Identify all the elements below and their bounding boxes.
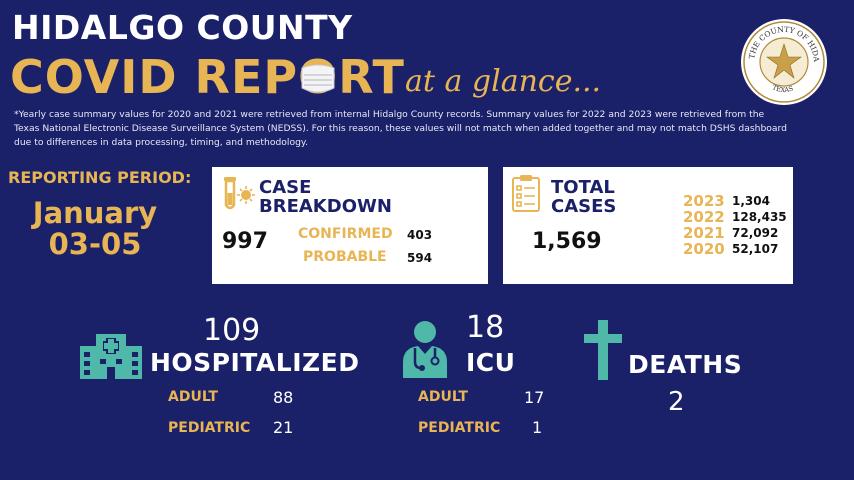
face-mask-icon [301, 64, 335, 93]
year-2022: 2022 [683, 208, 725, 226]
icu-number: 18 [466, 310, 505, 345]
icu-pediatric-value: 1 [532, 418, 543, 437]
clipboard-checklist-icon [512, 175, 540, 212]
deaths-number: 2 [668, 387, 685, 417]
total-cases-title-line2: CASES [551, 196, 617, 217]
case-breakdown-title-line2: BREAKDOWN [259, 196, 392, 217]
test-tube-virus-icon [224, 177, 255, 210]
icu-pediatric-label: PEDIATRIC [418, 420, 501, 436]
total-cases-title-line1: TOTAL [551, 177, 615, 198]
cross-icon [584, 320, 622, 380]
confirmed-label: CONFIRMED [298, 226, 393, 242]
title-county: HIDALGO COUNTY [12, 8, 353, 47]
total-cases-card: TOTAL CASES 1,569 2023 1,304 2022 128,43… [503, 167, 793, 284]
year-2020: 2020 [683, 240, 725, 258]
reporting-period-dates: January 03-05 [30, 198, 160, 260]
year-2022-value: 128,435 [732, 210, 787, 224]
year-2021-value: 72,092 [732, 226, 779, 240]
title-covid-report: COVID REPORT [10, 50, 405, 104]
data-source-note: *Yearly case summary values for 2020 and… [14, 109, 787, 148]
case-breakdown-title: CASE BREAKDOWN [259, 178, 392, 216]
reporting-days: 03-05 [48, 227, 142, 261]
deaths-label: DEATHS [628, 350, 743, 379]
hospitalized-label: HOSPITALIZED [150, 348, 360, 377]
county-seal-logo: THE COUNTY OF HIDALGO TEXAS [740, 18, 827, 105]
hospitalized-pediatric-label: PEDIATRIC [168, 420, 251, 436]
total-cases-value: 1,569 [532, 229, 602, 254]
year-2023: 2023 [683, 192, 725, 210]
hospital-icon [80, 334, 142, 379]
reporting-period-label: REPORTING PERIOD: [8, 168, 192, 187]
icu-adult-value: 17 [524, 388, 545, 407]
year-2023-value: 1,304 [732, 194, 770, 208]
hospitalized-adult-value: 88 [273, 388, 294, 407]
year-2020-value: 52,107 [732, 242, 779, 256]
title-at-a-glance: at a glance... [405, 64, 602, 99]
hospitalized-pediatric-value: 21 [273, 418, 294, 437]
icu-label: ICU [466, 348, 516, 377]
seal-text-bottom: TEXAS [771, 83, 794, 94]
probable-label: PROBABLE [303, 249, 387, 265]
reporting-month: January [32, 196, 158, 230]
hospitalized-adult-label: ADULT [168, 389, 218, 405]
total-cases-title: TOTAL CASES [551, 178, 616, 216]
doctor-icon [403, 321, 447, 378]
confirmed-value: 403 [407, 228, 433, 242]
case-breakdown-card: CASE BREAKDOWN 997 CONFIRMED 403 PROBABL… [212, 167, 488, 284]
icu-adult-label: ADULT [418, 389, 468, 405]
year-2021: 2021 [683, 224, 725, 242]
hospitalized-number: 109 [203, 313, 261, 348]
case-breakdown-title-line1: CASE [259, 177, 312, 198]
case-breakdown-total: 997 [222, 229, 268, 254]
probable-value: 594 [407, 251, 433, 265]
